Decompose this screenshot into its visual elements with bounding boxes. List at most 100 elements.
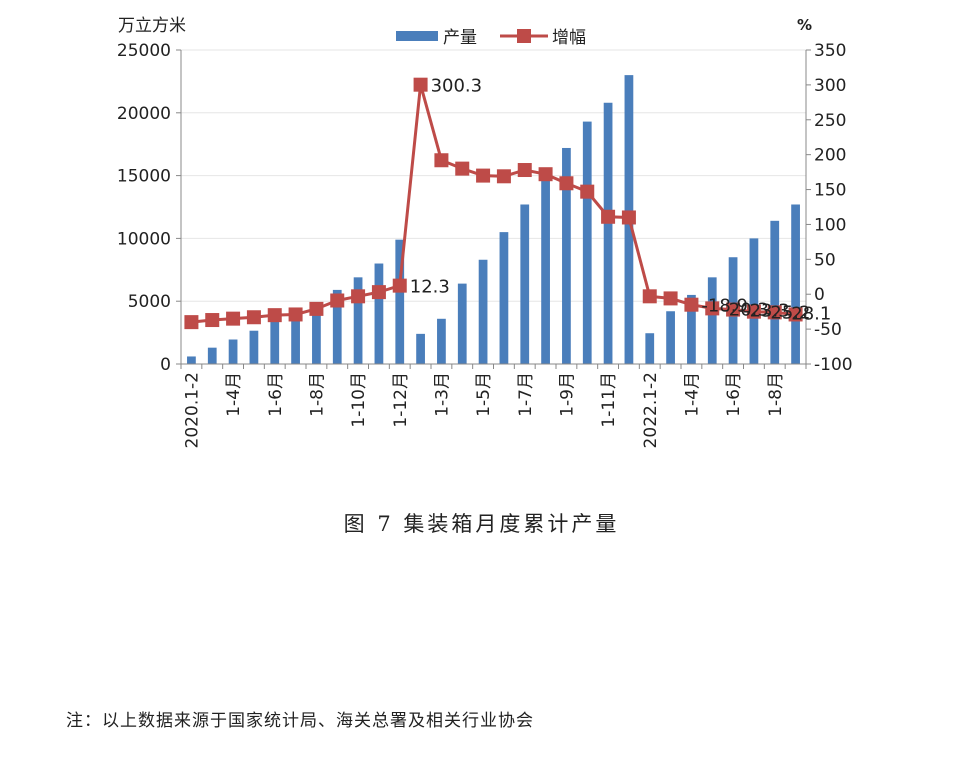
bar [353, 277, 363, 364]
data-labels: 12.3 300.3 -18.9-20.3-23.3-25.2-28.1 [410, 76, 832, 325]
data-label: -28.1 [785, 303, 832, 324]
x-tick-label: 1-6月 [266, 372, 286, 417]
right-tick-label: 350 [814, 41, 846, 61]
line-marker [559, 176, 574, 191]
bar [249, 330, 259, 364]
data-label: 12.3 [410, 277, 450, 298]
right-tick-label: 150 [814, 181, 846, 201]
growth-line [184, 77, 803, 330]
bar [582, 121, 592, 364]
line-marker [601, 209, 616, 224]
bar [645, 333, 655, 364]
line-marker [392, 278, 407, 293]
line-marker [621, 210, 636, 225]
bar [291, 315, 300, 364]
line-marker [580, 184, 595, 199]
line-marker [309, 301, 324, 316]
bar [332, 289, 342, 364]
left-tick-label: 15000 [117, 167, 171, 187]
bar [520, 204, 530, 364]
line-marker [496, 169, 511, 184]
figure-caption: 图 7 集装箱月度累计产量 [343, 512, 620, 536]
bar [562, 147, 571, 364]
right-tick-label: 100 [814, 215, 846, 235]
left-axis-title: 万立方米 [118, 16, 186, 36]
legend: 产量 增幅 [396, 28, 586, 48]
source-note: 注：以上数据来源于国家统计局、海关总署及相关行业协会 [66, 711, 534, 731]
line-marker [455, 161, 470, 176]
x-tick-label: 1-7月 [516, 372, 536, 417]
line-marker [413, 77, 428, 92]
bar [478, 259, 488, 364]
right-tick-label: -100 [814, 355, 853, 375]
legend-line-marker [517, 29, 531, 43]
bar [666, 311, 675, 364]
line-marker [788, 307, 803, 322]
legend-line-label: 增幅 [552, 28, 586, 48]
container-production-chart: 12.3 300.3 -18.9-20.3-23.3-25.2-28.1 0 5000… [117, 16, 853, 448]
right-tick-label: 200 [814, 146, 846, 166]
x-tick-label: 2020.1-2 [182, 372, 202, 448]
data-label: -25.2 [764, 303, 811, 324]
bar [541, 175, 550, 364]
right-axis-title: % [797, 16, 812, 34]
bar [270, 321, 280, 364]
line-marker [538, 167, 553, 182]
bar [228, 339, 238, 364]
line-marker [746, 304, 761, 319]
x-tick-label: 1-11月 [599, 372, 619, 428]
x-tick-label: 2022.1-2 [641, 372, 661, 448]
line-marker [684, 297, 699, 312]
data-label: -18.9 [701, 296, 748, 317]
bar [499, 232, 509, 364]
line-marker [726, 302, 741, 317]
bar [187, 356, 196, 364]
legend-bar-label: 产量 [443, 28, 477, 48]
bar [687, 294, 696, 364]
left-tick-label: 20000 [117, 104, 171, 124]
x-tick-label: 1-9月 [557, 372, 577, 417]
line-marker [288, 307, 303, 322]
line-marker [434, 153, 449, 168]
line-marker [642, 289, 657, 304]
bar [749, 238, 759, 364]
line-marker [205, 313, 220, 328]
bar [207, 347, 217, 364]
line-marker [517, 163, 532, 178]
bar [416, 333, 425, 364]
right-tick-label: 300 [814, 76, 846, 96]
left-tick-label: 0 [160, 355, 171, 375]
line-marker [663, 291, 678, 306]
data-label: -23.3 [743, 301, 790, 322]
line-marker [267, 308, 282, 323]
right-tick-label: 50 [814, 250, 836, 270]
data-label: 300.3 [431, 76, 483, 97]
line-marker [184, 315, 199, 330]
bar [770, 220, 780, 364]
x-tick-label: 1-4月 [682, 372, 702, 417]
left-tick-label: 5000 [128, 292, 171, 312]
bar [603, 102, 613, 364]
right-tick-label: 0 [814, 285, 825, 305]
line-marker [705, 301, 720, 316]
tick-labels: 0 5000 10000 15000 20000 25000 -100 -50 0 50 100 15… [117, 41, 853, 448]
line-marker [330, 293, 345, 308]
x-tick-label: 1-4月 [224, 372, 244, 417]
left-tick-label: 10000 [117, 229, 171, 249]
x-tick-label: 1-12月 [391, 372, 411, 428]
line-marker [476, 168, 491, 183]
growth-line-path [191, 84, 796, 324]
right-tick-label: 250 [814, 111, 846, 131]
legend-bar-swatch [396, 31, 438, 41]
data-label: -20.3 [722, 299, 769, 320]
line-marker [226, 311, 241, 326]
line-marker [351, 289, 366, 304]
bar [395, 239, 405, 364]
bar [791, 204, 800, 364]
x-tick-label: 1-6月 [724, 372, 744, 417]
line-marker [371, 285, 386, 300]
x-tick-label: 1-8月 [307, 372, 327, 417]
x-tick-label: 1-3月 [432, 372, 452, 417]
x-tick-label: 1-10月 [349, 372, 369, 428]
axes [176, 49, 811, 369]
